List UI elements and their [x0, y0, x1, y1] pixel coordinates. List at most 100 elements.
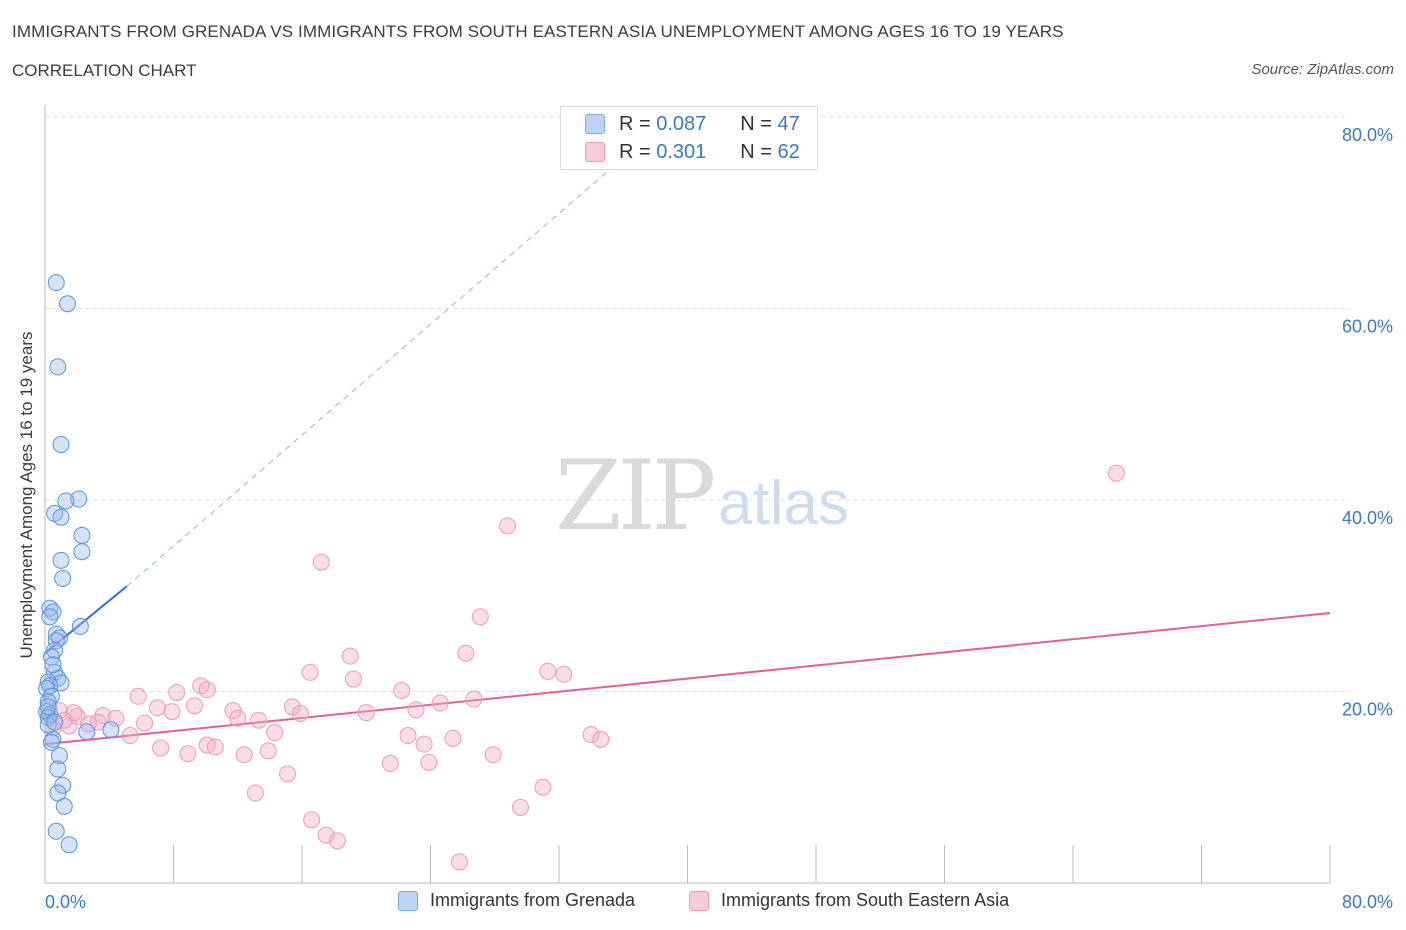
point-sea: [136, 714, 154, 732]
point-grenada: [39, 698, 57, 716]
point-sea: [250, 711, 268, 729]
bottom-legend-sea: Immigrants from South Eastern Asia: [689, 890, 1009, 911]
bottom-legend-swatch-blue: [398, 890, 418, 911]
point-grenada: [52, 551, 70, 569]
legend-n-label: N =: [740, 112, 772, 135]
point-grenada: [78, 723, 96, 741]
trend-line-sea: [44, 611, 1331, 746]
point-sea: [450, 853, 468, 871]
point-sea: [1107, 464, 1125, 482]
point-sea: [357, 704, 375, 722]
point-sea: [484, 746, 502, 764]
point-grenada: [49, 760, 67, 778]
point-grenada: [73, 543, 91, 561]
chart-subtitle: CORRELATION CHART: [12, 61, 197, 80]
point-sea: [592, 730, 610, 748]
point-sea: [444, 729, 462, 747]
point-sea: [399, 727, 417, 745]
correlation-legend: R = 0.087 N = 47 R = 0.301 N = 62: [560, 106, 818, 170]
y-tick-label: 40.0%: [1342, 508, 1393, 528]
point-grenada: [42, 687, 60, 705]
point-sea: [148, 699, 166, 717]
point-sea: [198, 681, 216, 699]
point-sea: [457, 644, 475, 662]
legend-r-label: R =: [619, 112, 651, 135]
chart-title: IMMIGRANTS FROM GRENADA VS IMMIGRANTS FR…: [12, 22, 1064, 41]
legend-n-label: N =: [740, 140, 772, 163]
y-tick-label: 60.0%: [1342, 317, 1393, 337]
x-tick-label-max: 80.0%: [1342, 892, 1393, 912]
point-grenada: [73, 526, 91, 544]
point-sea: [206, 738, 224, 756]
point-grenada: [50, 747, 68, 765]
point-sea: [229, 709, 247, 727]
watermark-zip: ZIP: [555, 440, 716, 552]
bottom-legend-grenada: Immigrants from Grenada: [398, 890, 635, 911]
point-sea: [266, 724, 284, 742]
point-sea: [393, 682, 411, 700]
point-sea: [179, 745, 197, 763]
point-sea: [291, 705, 309, 723]
point-sea: [415, 735, 433, 753]
bottom-legend-label-grenada: Immigrants from Grenada: [430, 890, 636, 910]
point-grenada: [52, 674, 70, 692]
trend-lines: [44, 164, 1331, 746]
y-axis-label: Unemployment Among Ages 16 to 19 years: [17, 331, 36, 659]
point-grenada: [54, 570, 72, 588]
point-grenada: [58, 295, 76, 313]
point-sea: [246, 784, 264, 802]
point-sea: [344, 670, 362, 688]
tick-labels: 20.0% 40.0% 60.0% 80.0% 0.0% 80.0%: [45, 125, 1393, 912]
point-sea: [381, 754, 399, 772]
point-sea: [279, 765, 297, 783]
point-sea: [328, 832, 346, 850]
point-sea: [185, 697, 203, 715]
point-grenada: [52, 508, 70, 526]
point-sea: [259, 742, 277, 760]
legend-r-value: 0.301: [656, 140, 707, 163]
point-sea: [317, 826, 335, 844]
point-sea: [465, 690, 483, 708]
legend-r-label: R =: [619, 140, 651, 163]
point-grenada: [46, 713, 64, 731]
point-grenada: [52, 435, 70, 453]
watermark-atlas: atlas: [718, 469, 849, 538]
point-grenada: [60, 836, 78, 854]
point-sea: [407, 701, 425, 719]
point-sea: [152, 739, 170, 757]
legend-n-value: 62: [777, 140, 800, 163]
point-grenada: [57, 492, 75, 510]
point-sea: [431, 694, 449, 712]
point-sea: [312, 553, 330, 571]
legend-n-value: 47: [777, 112, 800, 135]
point-sea: [499, 517, 517, 535]
point-sea: [163, 703, 181, 721]
legend-row-grenada: R = 0.087 N = 47: [585, 112, 800, 136]
legend-row-sea: R = 0.301 N = 62: [585, 140, 800, 164]
point-sea: [341, 647, 359, 665]
source-label: Source: ZipAtlas.com: [1251, 61, 1394, 78]
point-grenada: [49, 358, 67, 376]
legend-r-value: 0.087: [656, 112, 707, 135]
point-grenada: [42, 733, 60, 751]
point-sea: [471, 608, 489, 626]
point-grenada: [102, 721, 120, 739]
point-grenada: [70, 490, 88, 508]
point-grenada: [44, 603, 62, 621]
point-sea: [121, 727, 139, 745]
point-sea: [539, 662, 557, 680]
y-tick-label: 80.0%: [1342, 125, 1393, 145]
point-sea: [168, 683, 186, 701]
grid-lines: [45, 116, 1350, 692]
point-grenada: [41, 608, 59, 626]
point-sea: [555, 665, 573, 683]
point-grenada: [71, 617, 89, 635]
point-sea: [511, 798, 529, 816]
point-grenada: [47, 274, 65, 292]
point-sea: [582, 726, 600, 744]
point-sea: [534, 778, 552, 796]
bottom-legend-label-sea: Immigrants from South Eastern Asia: [721, 890, 1010, 910]
bottom-legend-swatch-pink: [689, 890, 709, 911]
point-sea: [420, 753, 438, 771]
